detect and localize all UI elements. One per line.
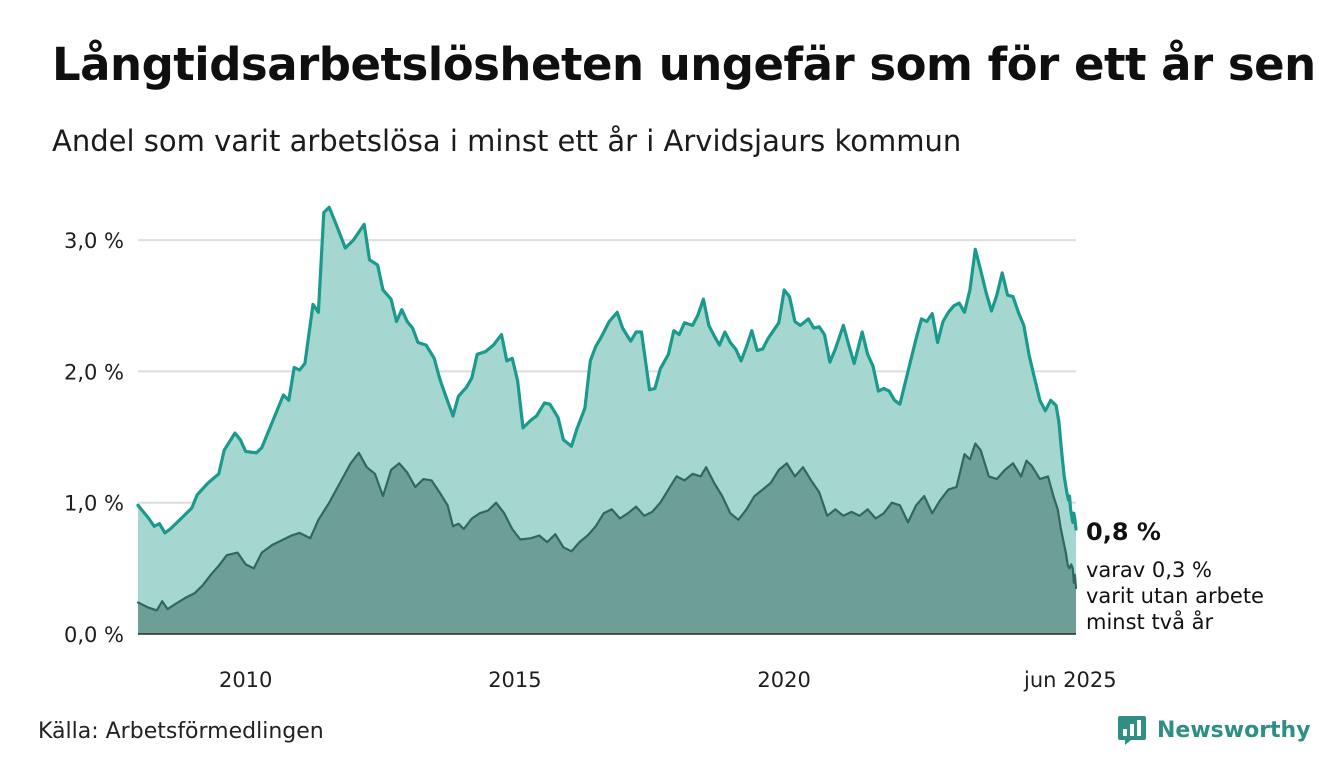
latest-value-note: varav 0,3 % varit utan arbete minst två … [1086,557,1264,635]
y-tick-label: 1,0 % [64,492,124,516]
axes: 0,0 % 1,0 % 2,0 % 3,0 % 2010 2015 2020 jun 2025 [64,229,1117,692]
two-year-series-area [138,443,1076,634]
two-year-series-line [136,442,1078,612]
x-tick-label: 2015 [488,668,541,692]
latest-value-note-line: varit utan arbete [1086,584,1264,608]
newsworthy-logo-icon [1118,716,1146,745]
x-tick-label: 2010 [219,668,272,692]
latest-value-note-line: varav 0,3 % [1086,558,1212,582]
one-year-series-line [136,205,1078,535]
y-tick-label: 0,0 % [64,623,124,647]
chart-subtitle: Andel som varit arbetslösa i minst ett å… [52,124,962,158]
brand-name: Newsworthy [1157,717,1311,743]
source-note: Källa: Arbetsförmedlingen [38,719,324,744]
chart-title: Långtidsarbetslösheten ungefär som för e… [52,38,1316,91]
y-tick-label: 3,0 % [64,229,124,253]
y-tick-label: 2,0 % [64,360,124,384]
data-areas [136,205,1078,635]
latest-value-note-line: minst två år [1086,610,1214,634]
brand-logo: Newsworthy [1117,714,1311,746]
x-tick-label: 2020 [757,668,810,692]
latest-value-label: 0,8 % [1086,518,1161,546]
x-tick-label: jun 2025 [1023,668,1117,692]
